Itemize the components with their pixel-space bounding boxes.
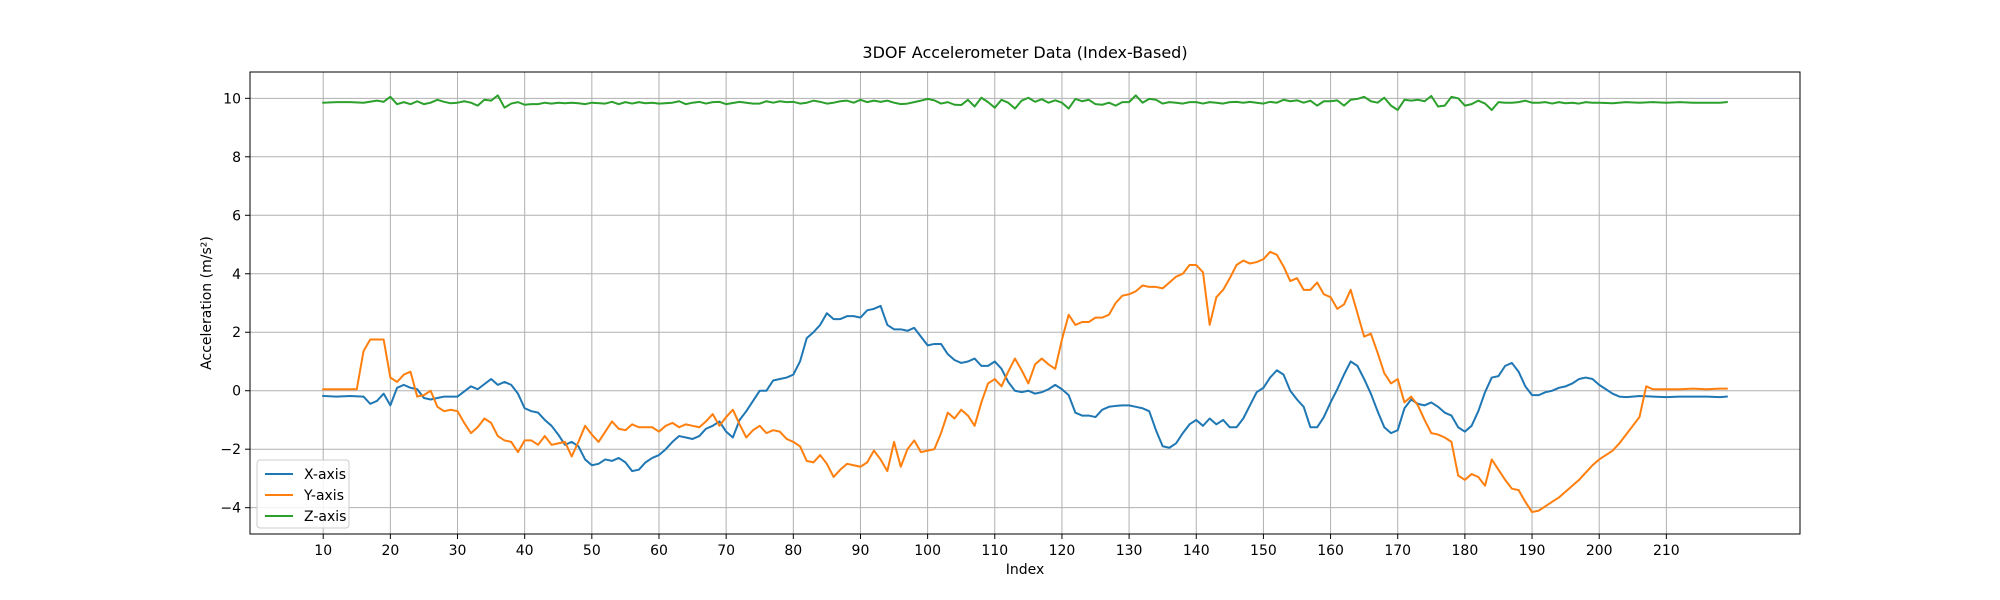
x-tick-label: 70 [717,543,735,559]
y-axis-title: Acceleration (m/s²) [199,236,215,370]
chart-title: 3DOF Accelerometer Data (Index-Based) [862,43,1187,62]
legend-label-z-axis: Z-axis [304,509,346,525]
y-tick-label: 10 [223,91,241,107]
x-tick-label: 50 [583,543,601,559]
legend-label-x-axis: X-axis [304,467,346,483]
y-tick-label: 0 [232,384,241,400]
series-line-x-axis [322,304,1728,473]
grid-layer [250,72,1800,534]
y-tick-label: 6 [232,208,241,224]
tick-layer: 10 20 30 40 50 60 70 80 90 100 110 120 130 140 150 160 1… [220,91,1679,559]
x-tick-label: 120 [1049,543,1076,559]
x-tick-label: 100 [914,543,941,559]
x-axis-title: Index [1006,562,1045,578]
x-tick-label: 30 [449,543,467,559]
x-tick-label: 190 [1519,543,1546,559]
series-layer [322,94,1728,514]
legend-box [256,459,350,529]
x-tick-label: 160 [1317,543,1344,559]
x-tick-label: 170 [1384,543,1411,559]
series-line-y-axis [322,250,1728,514]
x-tick-label: 200 [1586,543,1613,559]
x-tick-label: 90 [852,543,870,559]
x-tick-label: 110 [981,543,1008,559]
x-tick-label: 150 [1250,543,1277,559]
y-tick-label: 2 [232,325,241,341]
x-tick-label: 130 [1116,543,1143,559]
y-tick-label: 4 [232,267,241,283]
series-line-z-axis [322,94,1728,112]
plot-area-frame [249,71,1801,535]
x-tick-label: 60 [650,543,668,559]
x-tick-label: 180 [1452,543,1479,559]
y-tick-label: −4 [220,501,241,517]
x-tick-label: 80 [784,543,802,559]
x-tick-label: 40 [516,543,534,559]
x-tick-label: 10 [314,543,332,559]
y-tick-label: −2 [220,442,241,458]
x-tick-label: 210 [1653,543,1680,559]
x-tick-label: 20 [381,543,399,559]
y-tick-label: 8 [232,150,241,166]
legend-label-y-axis: Y-axis [303,488,344,504]
legend: X-axis Y-axis Z-axis [256,459,350,529]
x-tick-label: 140 [1183,543,1210,559]
